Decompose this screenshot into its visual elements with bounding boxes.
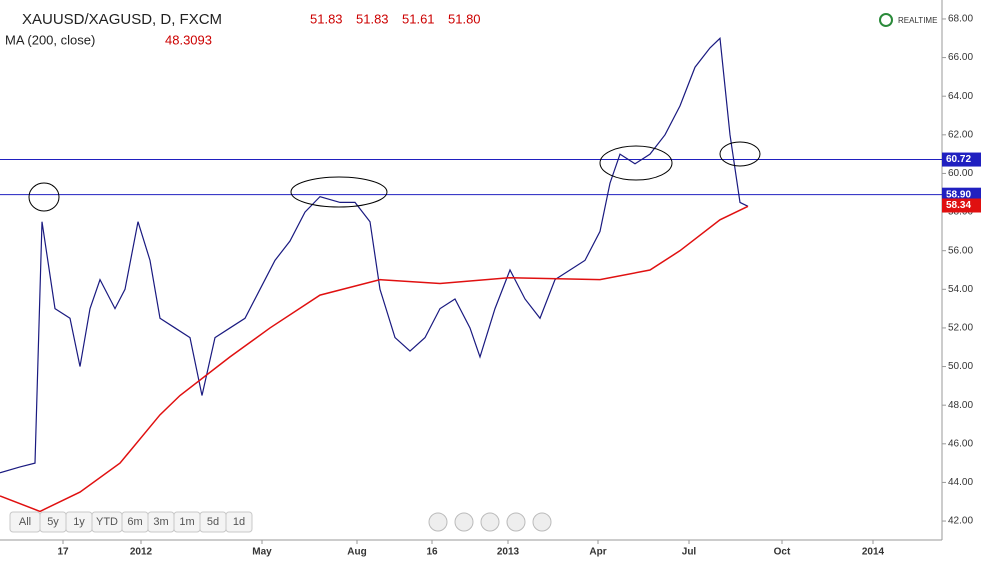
x-tick-label: May <box>252 547 272 558</box>
range-button-label[interactable]: 1d <box>233 516 245 528</box>
x-tick-label: 2013 <box>497 547 520 558</box>
level-label: 58.90 <box>946 189 971 200</box>
range-button-label[interactable]: 3m <box>153 516 168 528</box>
indicator-name: MA (200, close) <box>5 32 95 47</box>
x-tick-label: 16 <box>426 547 438 558</box>
chart-title: XAUUSD/XAGUSD, D, FXCM <box>22 11 222 28</box>
annotation-ellipse <box>28 182 60 212</box>
y-tick-label: 60.00 <box>948 168 973 179</box>
ohlc-high: 51.83 <box>356 11 389 26</box>
zoom-in[interactable] <box>506 512 526 532</box>
level-tag <box>942 187 981 202</box>
range-button-label[interactable]: 5d <box>207 516 219 528</box>
annotation-ellipse <box>599 145 673 181</box>
nav-left[interactable] <box>428 512 448 532</box>
range-buttons: All 5y 1y YTD 6m 3m 1m 5d 1d <box>9 511 253 533</box>
y-tick-label: 54.00 <box>948 284 973 295</box>
range-button-label[interactable]: 1y <box>73 516 85 528</box>
y-tick-label: 46.00 <box>948 438 973 449</box>
y-tick-label: 64.00 <box>948 91 973 102</box>
ma-label: 58.34 <box>946 200 971 211</box>
ma-tag <box>942 198 981 213</box>
indicator-value: 48.3093 <box>165 32 212 47</box>
y-tick-label: 52.00 <box>948 323 973 334</box>
range-button[interactable] <box>225 511 253 533</box>
y-tick-label: 68.00 <box>948 14 973 25</box>
y-tick-label: 62.00 <box>948 129 973 140</box>
level-label: 60.72 <box>946 154 971 165</box>
x-tick-label: Oct <box>774 547 791 558</box>
zoom-out[interactable] <box>454 512 474 532</box>
ohlc-close: 51.80 <box>448 11 481 26</box>
x-tick-label: 2014 <box>862 547 885 558</box>
range-button-label[interactable]: All <box>19 516 31 528</box>
nav-right[interactable] <box>532 512 552 532</box>
annotation-ellipse <box>290 176 388 208</box>
annotations <box>28 141 761 212</box>
x-tick-label: Jul <box>682 547 697 558</box>
range-button-label[interactable]: 6m <box>127 516 142 528</box>
y-tick-label: 50.00 <box>948 361 973 372</box>
range-button-label[interactable]: 5y <box>47 516 59 528</box>
level-tag <box>942 152 981 167</box>
reset[interactable] <box>480 512 500 532</box>
realtime-icon <box>879 13 893 27</box>
y-tick-label: 56.00 <box>948 245 973 256</box>
range-button-label[interactable]: 1m <box>179 516 194 528</box>
ohlc-open: 51.83 <box>310 11 343 26</box>
y-tick-label: 42.00 <box>948 516 973 527</box>
annotation-ellipse <box>719 141 761 167</box>
realtime-label: REALTIME <box>898 16 937 25</box>
range-button-label[interactable]: YTD <box>96 516 118 528</box>
x-tick-label: 17 <box>57 547 69 558</box>
y-tick-label: 66.00 <box>948 52 973 63</box>
x-tick-label: Aug <box>347 547 366 558</box>
nav-controls <box>428 512 552 532</box>
x-tick-label: 2012 <box>130 547 153 558</box>
y-tick-label: 44.00 <box>948 477 973 488</box>
ohlc-low: 51.61 <box>402 11 435 26</box>
plot: 42.00 44.00 46.00 48.00 50.00 52.00 54.00 56.00… <box>0 14 981 558</box>
price-line <box>0 205 749 513</box>
y-tick-label: 48.00 <box>948 400 973 411</box>
price-line <box>0 36 749 474</box>
x-tick-label: Apr <box>589 547 606 558</box>
